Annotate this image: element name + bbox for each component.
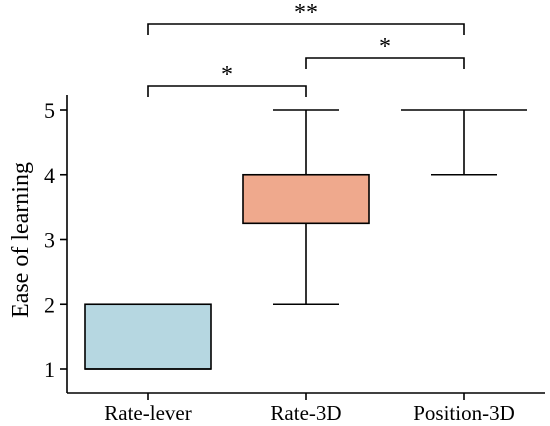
significance-label: * <box>221 62 233 88</box>
significance-bracket: ** <box>147 0 465 35</box>
significance-label: * <box>379 34 391 60</box>
y-tick-label: 1 <box>44 357 55 382</box>
significance-bracket: * <box>305 34 465 69</box>
box-rate-lever <box>84 303 212 370</box>
significance-brackets: **** <box>147 0 465 97</box>
y-tick-label: 5 <box>44 98 55 123</box>
axes: 1 2 3 4 5 Rate-lever Rate-3D Position-3D <box>44 95 545 425</box>
y-tick-label: 3 <box>44 228 55 253</box>
bracket-line <box>305 57 465 69</box>
box-rate-3d <box>242 109 370 306</box>
significance-bracket: * <box>147 62 307 97</box>
x-tick-label: Position-3D <box>413 401 515 425</box>
box-position-3d <box>401 109 527 176</box>
bracket-line <box>147 23 465 35</box>
x-tick-label: Rate-lever <box>104 401 191 425</box>
significance-label: ** <box>294 0 318 26</box>
bracket-line <box>147 85 307 97</box>
y-tick-label: 4 <box>44 163 55 188</box>
box-body <box>242 173 370 225</box>
box-body <box>84 303 212 370</box>
x-tick-label: Rate-3D <box>270 401 341 425</box>
y-tick-label: 2 <box>44 292 55 317</box>
boxes <box>84 109 527 370</box>
y-axis-title: Ease of learning <box>8 162 34 318</box>
